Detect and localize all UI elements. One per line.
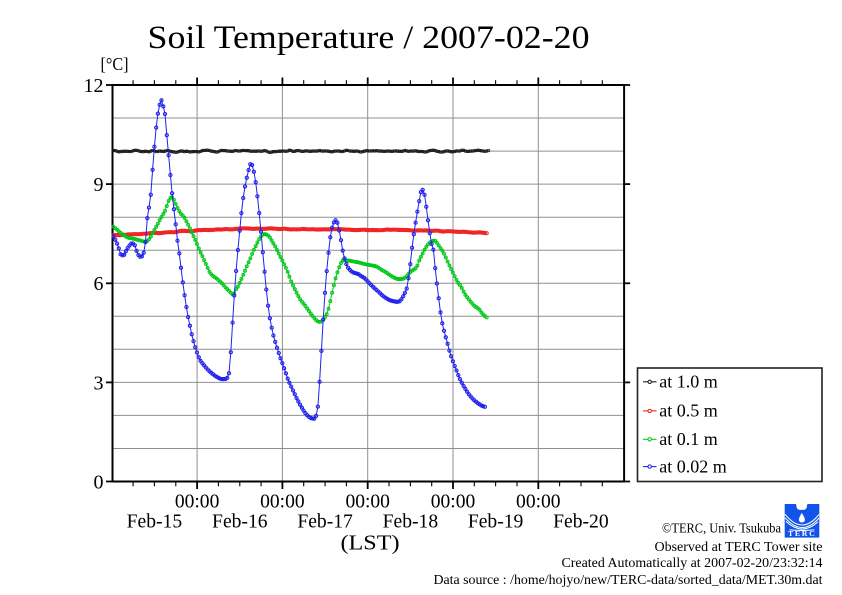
- svg-text:00:00: 00:00: [260, 491, 305, 513]
- svg-text:3: 3: [94, 372, 104, 394]
- svg-text:9: 9: [94, 174, 104, 196]
- svg-text:00:00: 00:00: [516, 491, 561, 513]
- svg-text:00:00: 00:00: [345, 491, 390, 513]
- svg-text:00:00: 00:00: [175, 491, 220, 513]
- svg-text:at 0.5 m: at 0.5 m: [659, 401, 718, 421]
- svg-text:at 0.02 m: at 0.02 m: [659, 456, 727, 476]
- svg-text:©TERC, Univ. Tsukuba: ©TERC, Univ. Tsukuba: [662, 522, 782, 537]
- svg-text:Created Automatically at 2007-: Created Automatically at 2007-02-20/23:3…: [562, 556, 823, 571]
- svg-text:at 1.0 m: at 1.0 m: [659, 372, 718, 392]
- svg-text:Observed at TERC Tower site: Observed at TERC Tower site: [655, 540, 823, 555]
- svg-text:Feb-18: Feb-18: [383, 510, 439, 532]
- svg-text:Feb-19: Feb-19: [468, 510, 524, 532]
- svg-text:Feb-15: Feb-15: [127, 510, 183, 532]
- svg-text:Feb-17: Feb-17: [297, 510, 353, 532]
- svg-text:at 0.1 m: at 0.1 m: [659, 429, 718, 449]
- svg-text:TERC: TERC: [788, 530, 817, 538]
- svg-text:Soil Temperature / 2007-02-20: Soil Temperature / 2007-02-20: [148, 20, 590, 56]
- svg-text:6: 6: [94, 273, 104, 295]
- svg-text:0: 0: [94, 471, 104, 493]
- svg-text:12: 12: [84, 75, 104, 97]
- svg-text:[°C]: [°C]: [101, 54, 129, 74]
- svg-text:Feb-20: Feb-20: [553, 510, 609, 532]
- svg-text:Feb-16: Feb-16: [212, 510, 268, 532]
- svg-text:Data source : /home/hojyo/new/: Data source : /home/hojyo/new/TERC-data/…: [434, 573, 823, 588]
- svg-text:(LST): (LST): [341, 531, 400, 555]
- svg-text:00:00: 00:00: [431, 491, 476, 513]
